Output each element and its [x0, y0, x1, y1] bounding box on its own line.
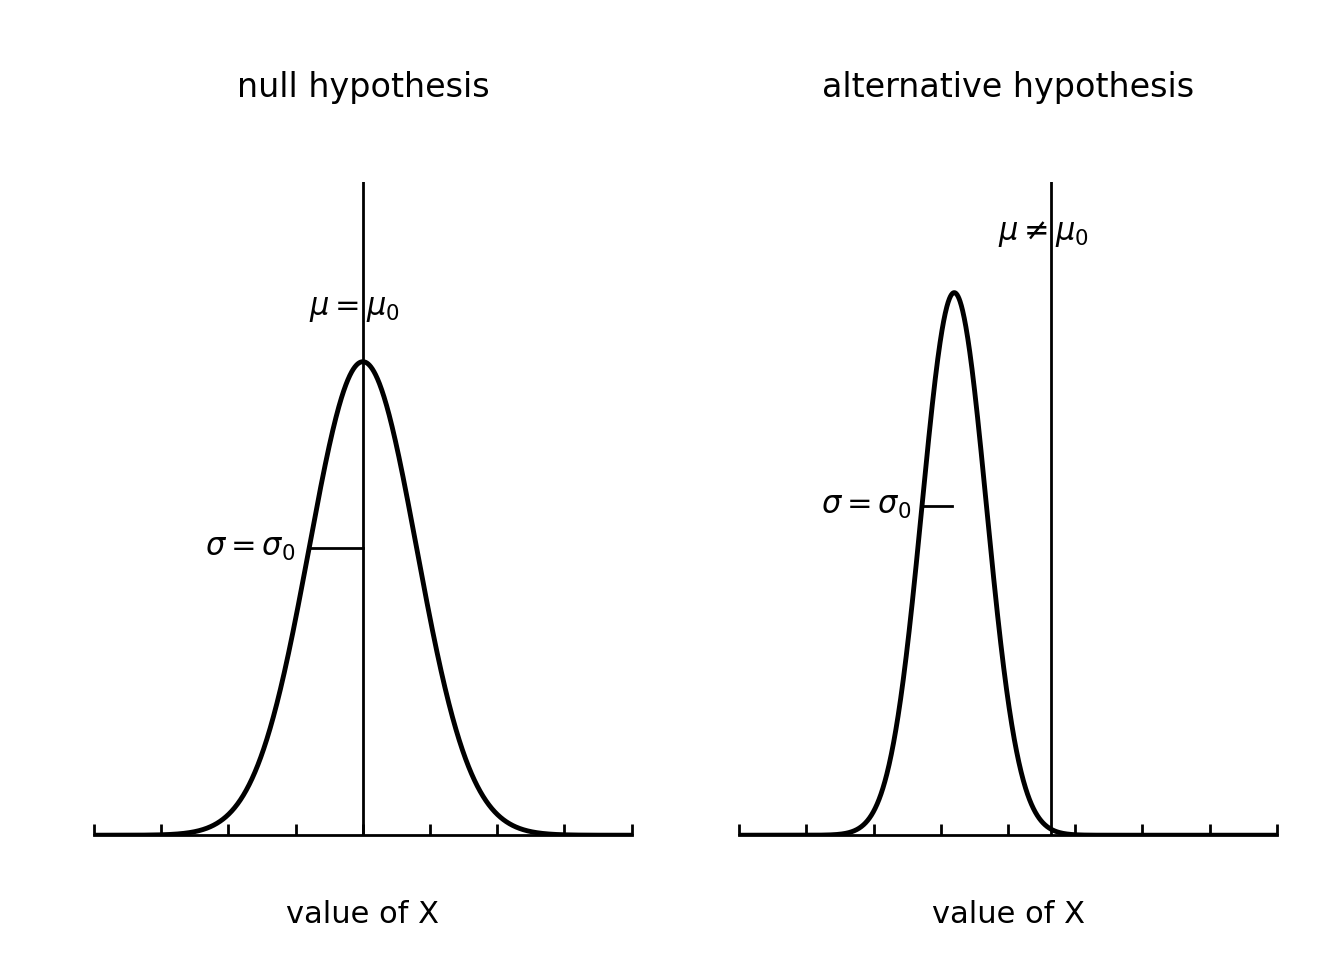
Text: value of X: value of X	[931, 900, 1085, 929]
Text: alternative hypothesis: alternative hypothesis	[823, 71, 1193, 104]
Text: value of X: value of X	[286, 900, 439, 929]
Text: $\sigma = \sigma_0$: $\sigma = \sigma_0$	[206, 534, 296, 563]
Text: $\sigma = \sigma_0$: $\sigma = \sigma_0$	[821, 492, 911, 520]
Text: $\mu \neq \mu_0$: $\mu \neq \mu_0$	[997, 219, 1089, 250]
Text: null hypothesis: null hypothesis	[237, 71, 489, 104]
Text: $\mu = \mu_0$: $\mu = \mu_0$	[309, 295, 401, 324]
